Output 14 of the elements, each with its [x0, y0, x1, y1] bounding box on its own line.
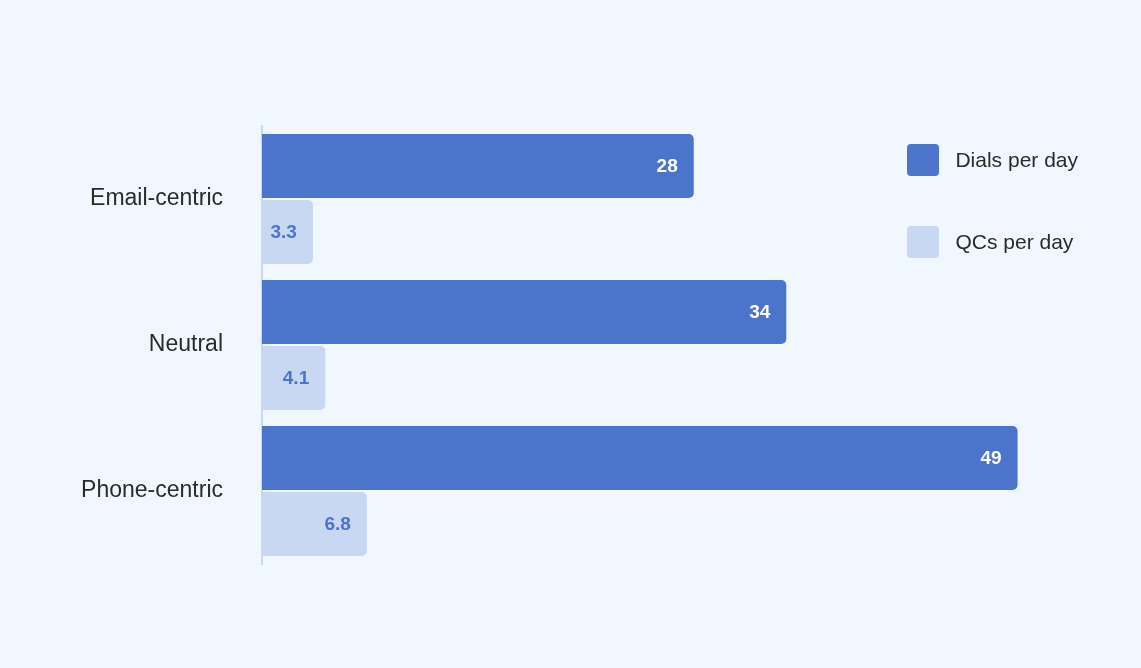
- bar: [262, 134, 694, 199]
- y-tick-label: Phone-centric: [81, 476, 223, 503]
- data-label: 3.3: [270, 221, 297, 243]
- bar: [262, 280, 787, 345]
- data-label: 4.1: [282, 367, 310, 389]
- bar: [262, 426, 1018, 491]
- legend-label: Dials per day: [955, 148, 1078, 172]
- data-label: 6.8: [324, 513, 351, 535]
- legend-label: QCs per day: [955, 230, 1074, 254]
- y-tick-label: Neutral: [148, 330, 223, 357]
- data-label: 28: [656, 155, 678, 177]
- data-label: 49: [980, 447, 1002, 469]
- y-tick-label: Email-centric: [90, 184, 223, 211]
- data-label: 34: [749, 301, 771, 323]
